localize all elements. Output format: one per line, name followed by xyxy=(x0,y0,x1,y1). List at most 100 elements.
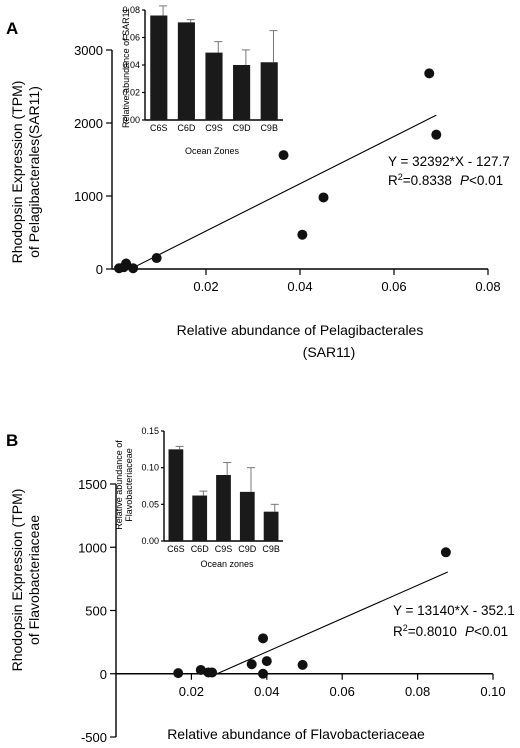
panel-b-fit-layer xyxy=(216,571,448,675)
panel-b-inset-category-label: C6D xyxy=(191,544,210,554)
panel-a-inset-ylabel: Relative abundance of SAR11 xyxy=(121,8,131,128)
panel-b-ylabel-line1: Rhodopsin Expression (TPM) xyxy=(9,489,25,672)
panel-b-p-value: <0.01 xyxy=(474,624,508,639)
panel-b-data-point xyxy=(173,668,184,679)
panel-a-inset-y-tick-label: 0.02 xyxy=(122,88,140,98)
panel-b-data-point xyxy=(440,547,451,558)
panel-b-y-tick-label: 0 xyxy=(100,667,107,682)
panel-a-data-point xyxy=(278,150,289,161)
panel-b: B Rhodopsin Expression (TPM) of Flavobac… xyxy=(6,426,515,745)
panel-a-inset-xlabel: Ocean Zones xyxy=(185,146,240,156)
panel-b-y-tick-label: 1000 xyxy=(78,540,107,555)
panel-a: A Rhodopsin Expression (TPM) of Pelagiba… xyxy=(6,5,510,360)
panel-b-data-point xyxy=(207,667,218,678)
panel-a-p-value: <0.01 xyxy=(469,173,503,188)
panel-a-axes: 0 1000 2000 3000 0.02 0.04 0.06 0.08 xyxy=(74,43,501,294)
panel-a-r2: R2=0.8338 P<0.01 xyxy=(388,172,503,188)
panel-a-data-point xyxy=(151,253,162,264)
panel-a-ylabel-line2: of Pelagibacterales(SAR11) xyxy=(26,86,42,258)
panel-b-y-tick-label: 1500 xyxy=(78,477,107,492)
panel-b-inset-ylabel-line1: Relative abundance of xyxy=(114,440,124,530)
panel-a-data-point xyxy=(297,229,308,240)
panel-b-inset-ylabel-line2: Flavobacteriaceae xyxy=(124,448,134,522)
panel-b-inset-xlabel: Ocean zones xyxy=(200,559,254,569)
panel-a-inset-chart: Relative abundance of SAR11 Ocean Zones … xyxy=(121,5,283,156)
panel-a-data-point xyxy=(424,68,435,79)
panel-b-inset-y-tick-label: 0.15 xyxy=(141,426,159,436)
panel-b-x-tick-label: 0.08 xyxy=(405,684,430,699)
panel-b-inset-category-label: C9B xyxy=(262,544,280,554)
panel-a-inset-y-tick-label: 0.06 xyxy=(122,33,140,43)
panel-b-y-tick-label: -500 xyxy=(81,730,107,745)
panel-b-regression-line xyxy=(216,571,448,675)
panel-b-xlabel: Relative abundance of Flavobacteriaceae xyxy=(167,726,425,742)
panel-a-ylabel: Rhodopsin Expression (TPM) of Pelagibact… xyxy=(9,81,42,264)
panel-b-data-point xyxy=(258,668,269,679)
panel-b-r2: R2=0.8010 P<0.01 xyxy=(393,623,508,639)
panel-b-inset-bar xyxy=(216,475,231,541)
panel-b-ylabel: Rhodopsin Expression (TPM) of Flavobacte… xyxy=(9,489,42,672)
panel-a-data-point xyxy=(431,129,442,140)
panel-b-equation: Y = 13140*X - 352.1 xyxy=(393,603,515,618)
panel-b-x-tick-label: 0.04 xyxy=(254,684,279,699)
panel-a-inset-bar xyxy=(233,65,251,120)
panel-b-inset-y-tick-label: 0.05 xyxy=(141,499,159,509)
panel-a-data-point xyxy=(318,192,329,203)
panel-a-inset-bar xyxy=(150,15,168,120)
panel-b-inset-category-label: C6S xyxy=(167,544,185,554)
panel-b-x-tick-label: 0.02 xyxy=(179,684,204,699)
panel-a-inset-category-label: C9D xyxy=(233,123,252,133)
panel-b-inset-y-tick-label: 0.00 xyxy=(141,536,159,546)
panel-a-r2-prefix: R xyxy=(388,173,398,188)
panel-b-data-point xyxy=(246,659,257,670)
panel-b-inset-category-label: C9D xyxy=(238,544,257,554)
panel-b-data-point xyxy=(297,659,308,670)
panel-a-y-tick-label: 1000 xyxy=(74,189,103,204)
panel-b-inset-body: 0.00 0.05 0.10 0.15 C6S C6D C9S C9D C9B xyxy=(141,426,283,554)
panel-a-inset-category-label: C6D xyxy=(177,123,196,133)
panel-b-points xyxy=(173,547,451,679)
panel-b-data-point xyxy=(258,633,269,644)
panel-a-xlabel-line2: (SAR11) xyxy=(303,344,356,360)
panel-a-xlabel-line1: Relative abundance of Pelagibacterales xyxy=(177,322,424,338)
panel-a-ylabel-line1: Rhodopsin Expression (TPM) xyxy=(9,81,25,264)
panel-a-y-tick-label: 0 xyxy=(96,262,103,277)
panel-b-x-tick-label: 0.06 xyxy=(330,684,355,699)
panel-b-r2-sup: 2 xyxy=(403,623,408,633)
panel-b-r2-value: =0.8010 xyxy=(408,624,457,639)
panel-a-y-tick-label: 2000 xyxy=(74,116,103,131)
panel-b-inset-bar xyxy=(263,511,279,541)
panel-a-x-tick-label: 0.06 xyxy=(381,279,406,294)
panel-a-r2-value: =0.8338 xyxy=(403,173,452,188)
panel-b-inset-bar xyxy=(192,495,208,541)
panel-b-inset-chart: Relative abundance of Flavobacteriaceae … xyxy=(114,426,283,569)
panel-b-inset-bar xyxy=(239,491,255,541)
panel-a-inset-category-label: C6S xyxy=(150,123,168,133)
panel-a-regression-line xyxy=(132,114,437,269)
panel-b-x-tick-label: 0.10 xyxy=(480,684,505,699)
panel-b-ylabel-line2: of Flavobacteriaceae xyxy=(26,515,42,645)
panel-b-r2-prefix: R xyxy=(393,624,403,639)
panel-a-equation: Y = 32392*X - 127.7 xyxy=(388,154,510,169)
panel-a-p-label: P xyxy=(460,173,469,188)
panel-a-inset-bar xyxy=(205,52,223,120)
panel-b-inset-bar xyxy=(168,449,184,541)
panel-a-data-point xyxy=(128,263,139,274)
panel-a-x-tick-label: 0.04 xyxy=(287,279,312,294)
panel-b-inset-y-tick-label: 0.10 xyxy=(141,463,159,473)
panel-a-inset-bar xyxy=(177,22,195,120)
panel-a-inset-y-tick-label: 0.00 xyxy=(122,115,140,125)
panel-a-data-point xyxy=(121,258,132,269)
panel-a-inset-category-label: C9B xyxy=(260,123,278,133)
panel-a-inset-bar xyxy=(260,62,278,120)
panel-b-y-tick-label: 500 xyxy=(85,604,107,619)
panel-a-inset-body: 0.00 0.02 0.04 0.06 0.08 C6S C6D C9S C9D C9B xyxy=(122,5,283,133)
panel-b-inset-category-label: C9S xyxy=(215,544,233,554)
panel-a-inset-y-tick-label: 0.04 xyxy=(122,60,140,70)
panel-a-y-tick-label: 3000 xyxy=(74,43,103,58)
panel-a-points xyxy=(114,68,442,274)
panel-a-letter: A xyxy=(6,19,18,38)
panel-b-data-point xyxy=(195,664,206,675)
panel-b-data-point xyxy=(261,656,272,667)
